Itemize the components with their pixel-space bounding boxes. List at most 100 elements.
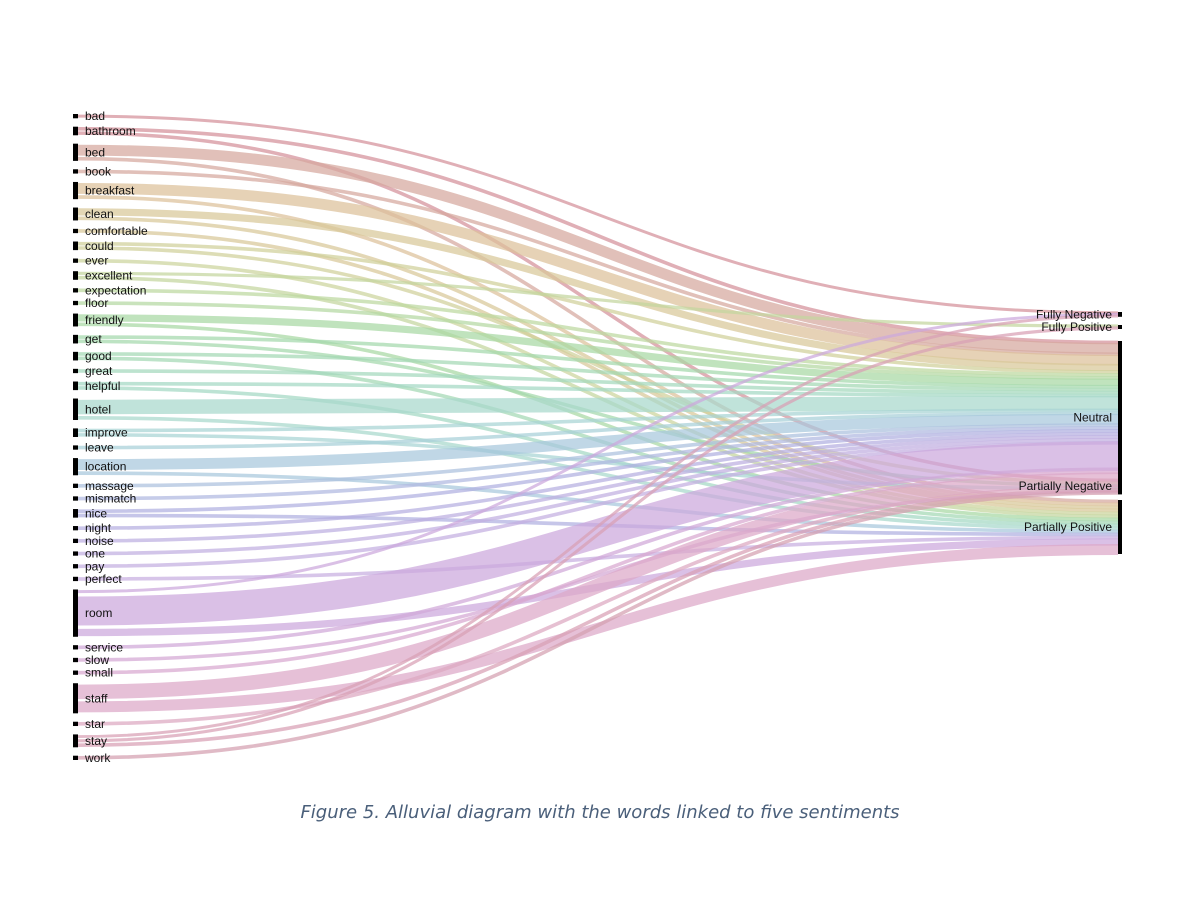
word-node-location [73, 458, 78, 476]
word-node-bad [73, 114, 78, 119]
word-node-could [73, 241, 78, 251]
word-label-nice: nice [85, 506, 107, 520]
flow-location-partially-positive [77, 471, 1119, 534]
word-node-mismatch [73, 496, 78, 501]
flow-improve-neutral [77, 408, 1119, 433]
word-label-noise: noise [85, 534, 114, 548]
word-node-floor [73, 300, 78, 306]
word-node-clean [73, 207, 78, 221]
flow-bad-fully-negative [77, 114, 1119, 315]
word-label-service: service [85, 640, 123, 654]
word-label-bad: bad [85, 109, 105, 123]
word-label-star: star [85, 717, 105, 731]
word-label-book: book [85, 164, 112, 178]
flow-small-neutral [77, 470, 1119, 675]
flow-book-neutral [77, 169, 1119, 357]
sentiment-node-fully-positive [1118, 325, 1122, 329]
sentiment-node-partially-negative [1118, 479, 1122, 493]
word-node-one [73, 551, 78, 556]
flow-location-neutral [77, 413, 1119, 470]
word-label-location: location [85, 460, 126, 474]
flow-room-fully-negative [77, 312, 1119, 594]
sentiment-label-fully-positive: Fully Positive [1041, 320, 1112, 334]
word-node-bathroom [73, 126, 78, 136]
word-node-great [73, 368, 78, 374]
word-node-slow [73, 657, 78, 663]
word-node-good [73, 351, 78, 361]
word-label-friendly: friendly [85, 313, 124, 327]
word-node-stay [73, 734, 78, 748]
word-label-slow: slow [85, 653, 109, 667]
word-node-service [73, 645, 78, 650]
flow-good-neutral [77, 352, 1119, 392]
flow-get-neutral [77, 335, 1119, 389]
sentiment-node-neutral [1118, 341, 1122, 495]
word-label-room: room [85, 606, 112, 620]
flow-massage-neutral [77, 423, 1119, 488]
sentiment-label-neutral: Neutral [1073, 411, 1112, 425]
flow-noise-neutral [77, 435, 1119, 543]
sentiment-label-partially-positive: Partially Positive [1024, 520, 1112, 534]
word-node-expectation [73, 288, 78, 293]
flow-night-neutral [77, 432, 1119, 530]
flow-helpful-neutral [77, 381, 1119, 398]
word-label-expectation: expectation [85, 283, 146, 297]
word-node-improve [73, 428, 78, 437]
word-label-mismatch: mismatch [85, 492, 136, 506]
flow-star-neutral [77, 485, 1119, 726]
word-node-work [73, 755, 78, 760]
word-node-comfortable [73, 228, 78, 234]
word-label-stay: stay [85, 734, 107, 748]
flow-bed-neutral [77, 144, 1119, 354]
flow-stay-neutral [77, 488, 1119, 747]
word-label-ever: ever [85, 254, 108, 268]
word-label-breakfast: breakfast [85, 184, 135, 198]
figure-caption: Figure 5. Alluvial diagram with the word… [300, 802, 900, 823]
flow-stay-fully-negative [77, 314, 1119, 739]
word-label-excellent: excellent [85, 269, 133, 283]
flow-clean-neutral [77, 208, 1119, 372]
flow-could-neutral [77, 241, 1119, 374]
word-node-bed [73, 143, 78, 161]
sentiment-node-fully-negative [1118, 312, 1122, 317]
flow-floor-neutral [77, 301, 1119, 380]
word-label-hotel: hotel [85, 402, 111, 416]
word-label-floor: floor [85, 296, 108, 310]
flow-hotel-partially-positive [77, 416, 1119, 531]
word-node-perfect [73, 576, 78, 582]
word-label-leave: leave [85, 441, 114, 455]
word-label-pay: pay [85, 559, 104, 573]
word-label-comfortable: comfortable [85, 224, 148, 238]
word-label-bathroom: bathroom [85, 124, 136, 138]
word-node-leave [73, 445, 78, 450]
word-label-work: work [84, 751, 111, 765]
word-node-hotel [73, 398, 78, 421]
flow-staff-partially-positive [77, 544, 1119, 713]
word-node-small [73, 670, 78, 675]
flow-staff-neutral [77, 472, 1119, 700]
word-node-star [73, 721, 78, 727]
flow-breakfast-neutral [77, 182, 1119, 366]
word-label-improve: improve [85, 426, 128, 440]
word-label-staff: staff [85, 691, 108, 705]
word-label-small: small [85, 666, 113, 680]
word-label-get: get [85, 332, 102, 346]
word-label-one: one [85, 547, 105, 561]
flow-one-neutral [77, 438, 1119, 556]
word-label-could: could [85, 239, 114, 253]
flow-pay-neutral [77, 440, 1119, 569]
word-node-excellent [73, 271, 78, 280]
flow-excellent-fully-positive [77, 271, 1119, 328]
word-node-staff [73, 683, 78, 714]
flow-layer [77, 114, 1119, 760]
word-node-friendly [73, 313, 78, 327]
flow-great-neutral [77, 369, 1119, 395]
flow-friendly-neutral [77, 314, 1119, 386]
sentiment-node-partially-positive [1118, 500, 1122, 554]
word-node-room [73, 589, 78, 637]
flow-mismatch-neutral [77, 426, 1119, 501]
flow-service-neutral [77, 467, 1119, 650]
